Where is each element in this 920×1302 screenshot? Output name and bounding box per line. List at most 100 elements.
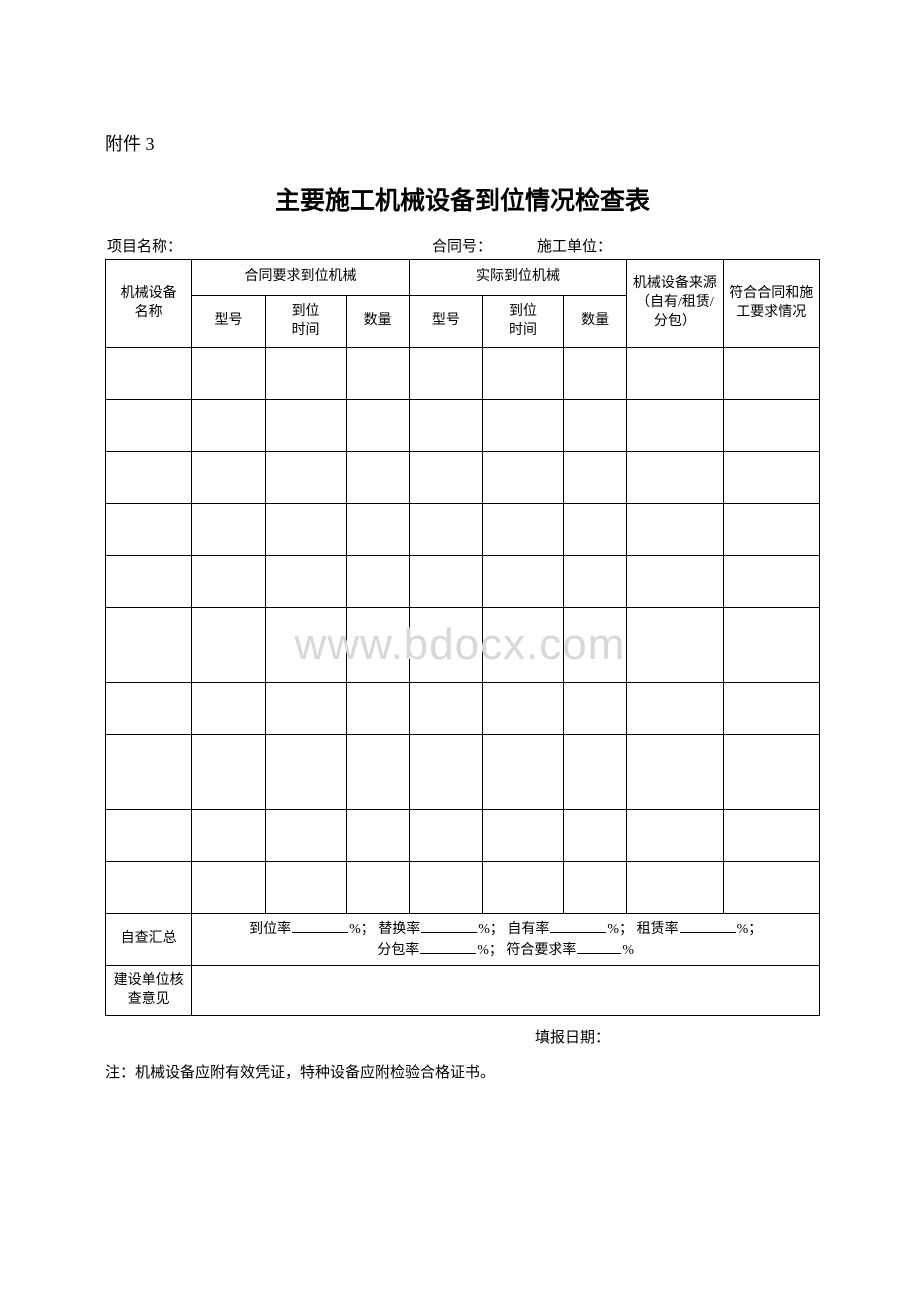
col-actual-model: 型号 xyxy=(409,296,482,348)
table-cell xyxy=(346,400,409,452)
table-cell xyxy=(409,504,482,556)
table-cell xyxy=(192,400,265,452)
table-row xyxy=(106,452,820,504)
table-cell xyxy=(265,348,346,400)
table-cell xyxy=(409,683,482,735)
table-cell xyxy=(563,683,626,735)
rent-rate-label: 租赁率 xyxy=(637,922,679,937)
table-cell xyxy=(106,452,192,504)
table-cell xyxy=(483,504,564,556)
table-cell xyxy=(106,862,192,914)
col-source: 机械设备来源（自有/租赁/分包） xyxy=(627,260,723,348)
page-title: 主要施工机械设备到位情况检查表 xyxy=(105,181,820,217)
table-cell xyxy=(106,810,192,862)
table-cell xyxy=(346,504,409,556)
table-cell xyxy=(723,348,819,400)
table-cell xyxy=(265,400,346,452)
table-cell xyxy=(627,862,723,914)
table-row xyxy=(106,735,820,810)
replace-rate-blank xyxy=(421,919,477,933)
table-cell xyxy=(627,348,723,400)
table-cell xyxy=(265,683,346,735)
table-cell xyxy=(346,556,409,608)
table-row xyxy=(106,504,820,556)
table-cell xyxy=(192,810,265,862)
project-name-label: 项目名称： xyxy=(107,235,182,256)
table-cell xyxy=(483,348,564,400)
summary-row: 自查汇总 到位率%； 替换率%； 自有率%； 租赁率%； 分包率%； 符合要求率… xyxy=(106,914,820,966)
table-cell xyxy=(723,556,819,608)
arrival-rate-label: 到位率 xyxy=(249,922,291,937)
table-row xyxy=(106,862,820,914)
table-cell xyxy=(346,735,409,810)
table-cell xyxy=(265,862,346,914)
table-cell xyxy=(346,452,409,504)
table-cell xyxy=(265,504,346,556)
table-cell xyxy=(723,608,819,683)
table-cell xyxy=(265,810,346,862)
table-cell xyxy=(627,683,723,735)
table-cell xyxy=(409,608,482,683)
table-cell xyxy=(409,556,482,608)
table-cell xyxy=(723,862,819,914)
table-row xyxy=(106,810,820,862)
table-cell xyxy=(192,735,265,810)
table-cell xyxy=(563,608,626,683)
table-row xyxy=(106,683,820,735)
col-contract-qty: 数量 xyxy=(346,296,409,348)
footnote: 注：机械设备应附有效凭证，特种设备应附检验合格证书。 xyxy=(105,1061,820,1082)
table-cell xyxy=(563,735,626,810)
own-rate-blank xyxy=(550,919,606,933)
table-cell xyxy=(627,452,723,504)
summary-label: 自查汇总 xyxy=(106,914,192,966)
footer-date-label: 填报日期： xyxy=(105,1026,820,1047)
table-cell xyxy=(723,400,819,452)
col-actual-time: 到位 时间 xyxy=(483,296,564,348)
table-cell xyxy=(627,400,723,452)
table-cell xyxy=(563,400,626,452)
table-cell xyxy=(106,400,192,452)
table-cell xyxy=(409,348,482,400)
table-cell xyxy=(192,862,265,914)
subcontract-rate-blank xyxy=(420,940,476,954)
rent-rate-blank xyxy=(680,919,736,933)
table-cell xyxy=(483,556,564,608)
col-contract-model: 型号 xyxy=(192,296,265,348)
table-cell xyxy=(483,400,564,452)
table-cell xyxy=(265,608,346,683)
table-cell xyxy=(106,608,192,683)
table-cell xyxy=(192,556,265,608)
conform-rate-blank xyxy=(577,940,621,954)
table-cell xyxy=(265,452,346,504)
table-cell xyxy=(192,348,265,400)
own-rate-label: 自有率 xyxy=(507,922,549,937)
table-cell xyxy=(723,683,819,735)
table-cell xyxy=(192,452,265,504)
summary-body: 到位率%； 替换率%； 自有率%； 租赁率%； 分包率%； 符合要求率% xyxy=(192,914,820,966)
table-cell xyxy=(563,348,626,400)
table-row xyxy=(106,348,820,400)
table-cell xyxy=(346,683,409,735)
table-cell xyxy=(483,452,564,504)
table-cell xyxy=(192,608,265,683)
opinion-label: 建设单位核查意见 xyxy=(106,966,192,1016)
col-group-contract: 合同要求到位机械 xyxy=(192,260,409,296)
table-cell xyxy=(409,862,482,914)
table-cell xyxy=(409,810,482,862)
col-conform: 符合合同和施工要求情况 xyxy=(723,260,819,348)
table-cell xyxy=(106,683,192,735)
table-cell xyxy=(627,810,723,862)
opinion-body xyxy=(192,966,820,1016)
table-cell xyxy=(563,862,626,914)
table-cell xyxy=(723,735,819,810)
table-cell xyxy=(409,452,482,504)
table-cell xyxy=(106,556,192,608)
conform-rate-label: 符合要求率 xyxy=(506,943,576,958)
table-cell xyxy=(192,504,265,556)
table-cell xyxy=(723,810,819,862)
table-row xyxy=(106,400,820,452)
col-actual-qty: 数量 xyxy=(563,296,626,348)
table-cell xyxy=(627,735,723,810)
table-cell xyxy=(723,452,819,504)
table-cell xyxy=(265,735,346,810)
